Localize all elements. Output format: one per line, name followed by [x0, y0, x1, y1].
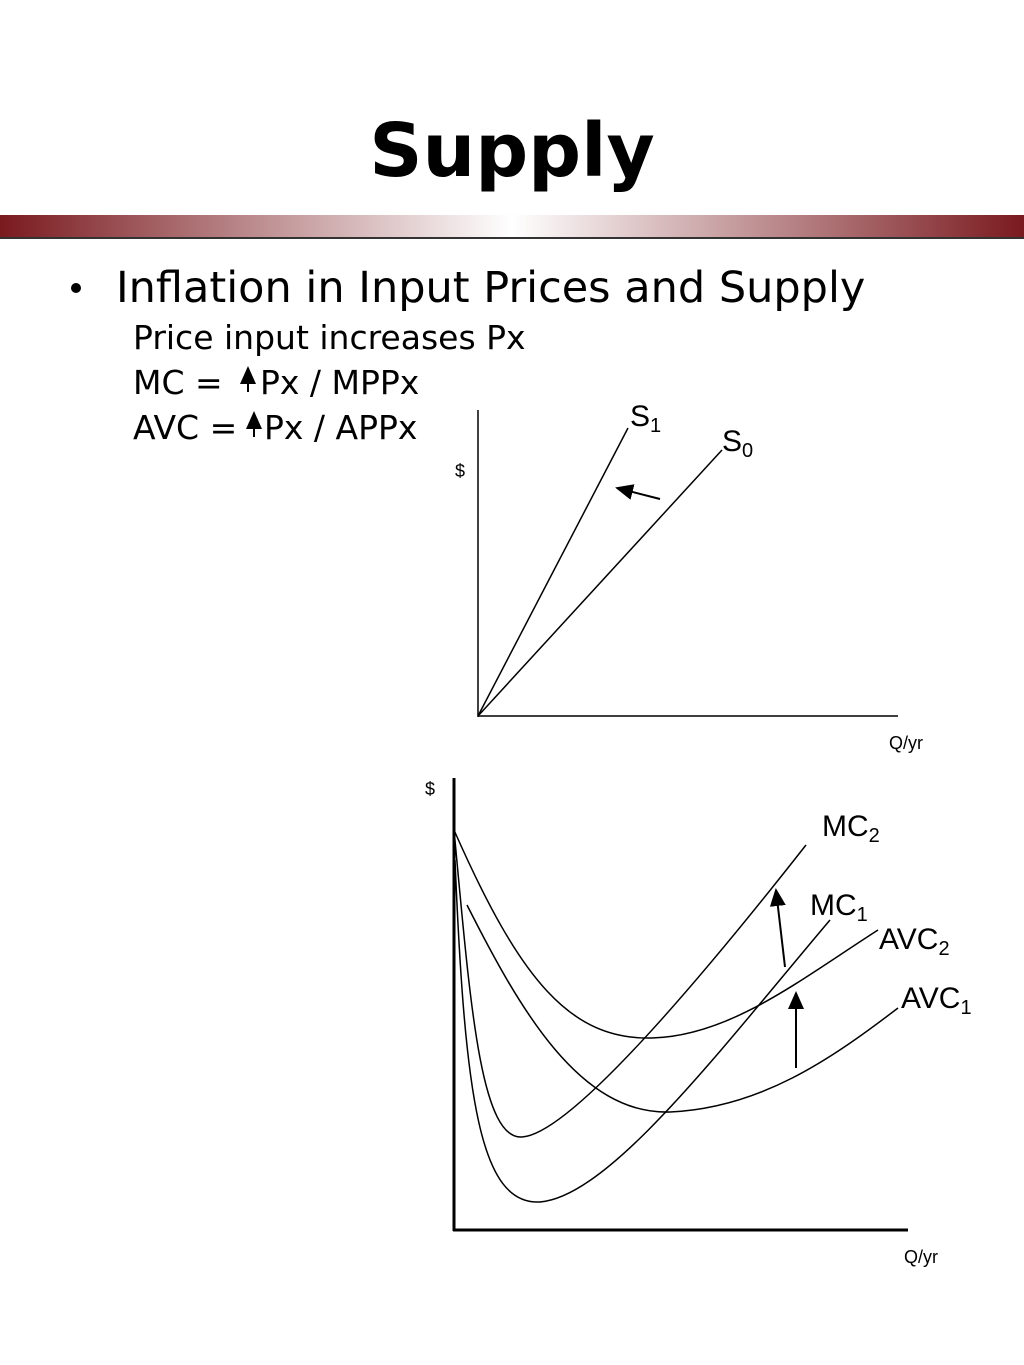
label-sub: 0 [742, 440, 753, 462]
curve-label: S1 [630, 400, 661, 437]
supply-curve [477, 427, 629, 717]
supply-diagram: $ Q/yr S1 S0 [455, 400, 923, 753]
sub-line: Px / MPPx [260, 363, 419, 402]
label-base: AVC [901, 982, 960, 1015]
curve-label: AVC1 [901, 982, 972, 1019]
title: Supply [369, 108, 655, 194]
supply-curve [477, 449, 723, 717]
curve-label: MC1 [810, 889, 868, 926]
shift-arrow [769, 888, 786, 968]
label-base: AVC [879, 923, 938, 956]
mc1-curve [454, 859, 831, 1203]
label-base: MC [810, 889, 857, 922]
sub-line: AVC = [133, 408, 237, 447]
x-label: Q/yr [904, 1247, 938, 1267]
curve-label: MC2 [822, 810, 880, 847]
x-label: Q/yr [889, 733, 923, 753]
y-label: $ [455, 461, 465, 481]
label-base: S [722, 425, 742, 458]
avc2-curve [453, 829, 879, 1039]
cost-diagram: $ Q/yr MC2 MC1 AVC2 AVC1 [425, 778, 972, 1267]
title-bar [0, 215, 1024, 237]
bullet-text: Inflation in Input Prices and Supply [116, 263, 865, 313]
shift-arrow [615, 484, 661, 500]
bullet-dot [71, 283, 81, 293]
label-sub: 1 [857, 904, 868, 926]
sub-line: Price input increases Px [133, 318, 526, 357]
sub-line: Px / APPx [264, 408, 417, 447]
label-sub: 2 [869, 825, 880, 847]
label-sub: 1 [960, 997, 971, 1019]
label-base: S [630, 400, 650, 433]
sub-line: MC = [133, 363, 223, 402]
mc2-curve [453, 829, 807, 1138]
label-base: MC [822, 810, 869, 843]
label-sub: 2 [938, 938, 949, 960]
avc1-curve [466, 904, 899, 1113]
label-sub: 1 [650, 415, 661, 437]
curve-label: AVC2 [879, 923, 950, 960]
y-label: $ [425, 779, 435, 799]
curve-label: S0 [722, 425, 753, 462]
